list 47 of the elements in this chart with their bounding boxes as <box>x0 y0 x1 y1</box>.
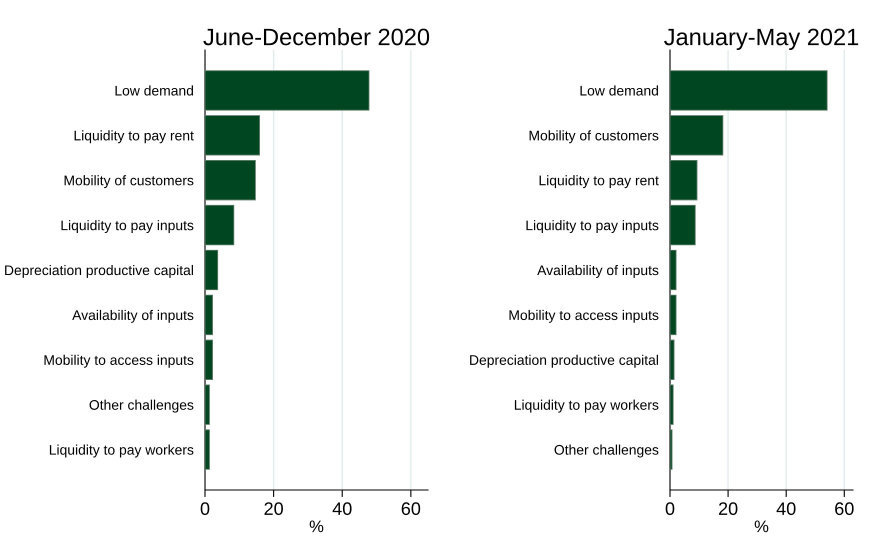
y-tick-label: Liquidity to pay workers <box>50 444 194 458</box>
bar <box>205 384 210 425</box>
bar <box>670 340 674 380</box>
bar <box>670 70 828 111</box>
y-tick-label: Liquidity to pay inputs <box>61 220 194 234</box>
y-tick-label: Other challenges <box>554 444 658 458</box>
y-tick-label: Liquidity to pay rent <box>540 175 659 188</box>
bar <box>205 204 234 246</box>
y-tick-label: Availability of inputs <box>537 264 658 278</box>
y-tick-label: Mobility of customers <box>64 175 194 188</box>
y-tick-label: Availability of inputs <box>72 310 194 323</box>
bar <box>670 115 724 156</box>
bar <box>205 429 210 470</box>
x-tick-label: 60 <box>402 502 420 516</box>
x-tick-label: 0 <box>666 502 674 516</box>
chart-title: January-May 2021 <box>664 28 858 50</box>
bar <box>670 384 674 425</box>
bar <box>205 115 260 156</box>
bar <box>205 70 370 111</box>
x-tick-label: 60 <box>835 502 854 516</box>
y-tick-label: Other challenges <box>90 400 194 413</box>
x-tick-label: 0 <box>200 502 210 516</box>
bar <box>205 294 213 336</box>
bar <box>205 250 218 290</box>
bar <box>205 340 213 380</box>
chart-title: June-December 2020 <box>203 28 430 46</box>
y-tick-label: Mobility to access inputs <box>44 354 194 368</box>
bar <box>670 160 698 200</box>
y-tick-label: Liquidity to pay inputs <box>526 220 658 234</box>
y-tick-label: Liquidity to pay workers <box>514 400 658 413</box>
y-tick-label: Mobility of customers <box>530 130 658 144</box>
y-tick-label: Liquidity to pay rent <box>74 130 194 144</box>
y-tick-label: Mobility to access inputs <box>510 310 658 323</box>
bar <box>670 250 677 290</box>
x-tick-label: 40 <box>776 502 796 516</box>
y-tick-label: Low demand <box>116 85 193 96</box>
y-tick-label: Low demand <box>580 85 658 96</box>
x-tick-label: 20 <box>264 502 283 516</box>
y-tick-label: Depreciation productive capital <box>5 264 193 278</box>
bar <box>205 160 256 200</box>
x-tick-label: 20 <box>718 502 738 516</box>
bar <box>670 294 677 336</box>
bar <box>670 204 696 246</box>
x-axis-title: % <box>310 520 324 532</box>
y-tick-label: Depreciation productive capital <box>470 354 658 368</box>
x-tick-label: 40 <box>332 502 352 516</box>
x-axis-title: % <box>754 520 768 532</box>
